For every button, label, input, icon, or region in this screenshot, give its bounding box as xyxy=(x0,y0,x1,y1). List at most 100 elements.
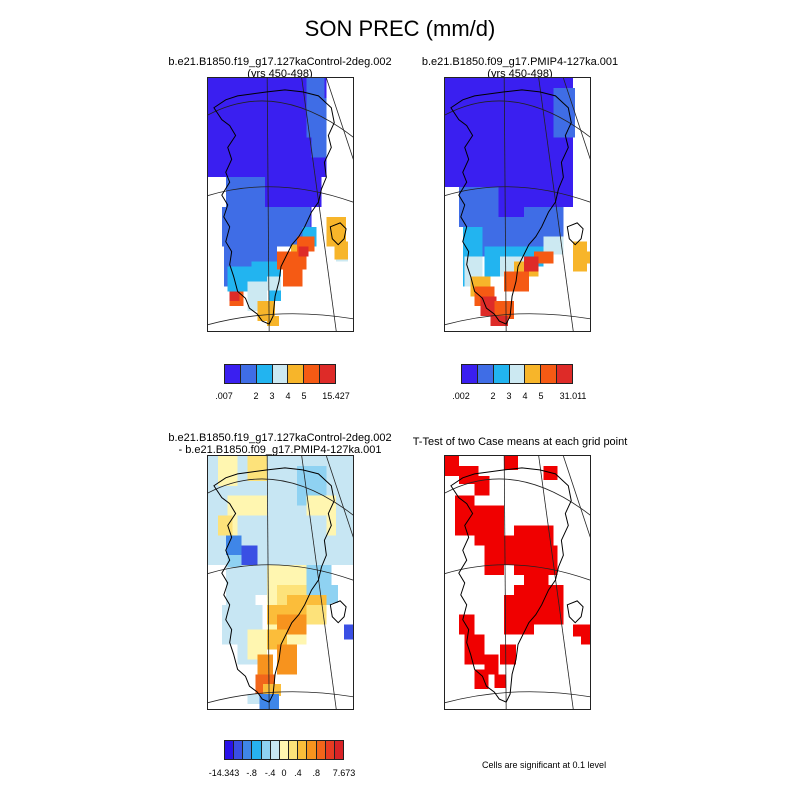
panel2-colorbar xyxy=(461,364,573,384)
panel1-title-line1: b.e21.B1850.f19_g17.127kaControl-2deg.00… xyxy=(168,56,392,68)
colorbar-swatch xyxy=(288,365,305,383)
grid-cell xyxy=(504,535,524,566)
grid-cell xyxy=(277,614,307,635)
grid-cell xyxy=(311,97,327,158)
grid-cell xyxy=(480,296,497,317)
colorbar-label: 0 xyxy=(281,768,287,778)
grid-cell xyxy=(247,456,268,481)
panel1-colorbar xyxy=(224,364,336,384)
grid-cells xyxy=(208,456,353,709)
grid-cell xyxy=(296,515,327,556)
grid-cell xyxy=(494,674,507,689)
map-graticule xyxy=(445,78,590,331)
grid-cell xyxy=(217,456,238,486)
colorbar-swatch xyxy=(289,741,299,759)
colorbar-swatch xyxy=(334,741,344,759)
colorbar-swatch xyxy=(304,365,321,383)
colorbar-swatch xyxy=(225,365,241,383)
colorbar-swatch xyxy=(320,365,336,383)
colorbar-label: .002 xyxy=(452,391,470,401)
grid-cell xyxy=(221,206,291,247)
colorbar-swatch xyxy=(225,741,235,759)
grid-cell xyxy=(553,87,576,138)
colorbar-swatch xyxy=(557,365,573,383)
colorbar-label: -.4 xyxy=(264,768,276,778)
grid-cell xyxy=(474,505,505,546)
grid-cell xyxy=(277,644,297,675)
colorbar-label: -14.343 xyxy=(208,768,240,778)
panel3-title: b.e21.B1850.f19_g17.127kaControl-2deg.00… xyxy=(160,432,400,456)
map-canvas xyxy=(208,456,353,709)
grid-cell xyxy=(581,624,590,645)
grid-cell xyxy=(523,256,539,272)
grid-cell xyxy=(543,545,558,576)
colorbar-swatch xyxy=(325,741,335,759)
grid-cell xyxy=(229,291,240,302)
colorbar-swatch xyxy=(270,741,280,759)
colorbar-swatch xyxy=(252,741,262,759)
grid-cell xyxy=(225,177,266,207)
map-graticule xyxy=(445,456,590,709)
grid-cell xyxy=(247,694,260,705)
colorbar-label: 31.011 xyxy=(559,391,587,401)
colorbar-label: 3 xyxy=(269,391,275,401)
colorbar-label: 15.427 xyxy=(322,391,350,401)
grid-cell xyxy=(464,634,485,665)
grid-cells xyxy=(208,78,349,327)
colorbar-swatch xyxy=(541,365,558,383)
panel4-map xyxy=(444,455,591,710)
panel4-title-line1: T-Test of two Case means at each grid po… xyxy=(412,436,628,448)
colorbar-label: 2 xyxy=(253,391,259,401)
colorbar-swatch xyxy=(525,365,542,383)
map-canvas xyxy=(445,78,590,331)
colorbar-swatch xyxy=(477,365,494,383)
grid-cell xyxy=(504,456,518,470)
grid-cell xyxy=(533,251,554,264)
coastline xyxy=(450,89,584,325)
grid-cell xyxy=(282,266,303,287)
grid-cell xyxy=(458,465,479,484)
panel3-title-line2: - b.e21.B1850.f09_g17.PMIP4-127ka.001 xyxy=(178,444,382,456)
grid-cells xyxy=(445,78,590,327)
grid-cell xyxy=(267,629,287,650)
grid-cell xyxy=(298,246,309,257)
colorbar-label: 3 xyxy=(506,391,512,401)
panel1-map xyxy=(207,77,354,332)
grid-cell xyxy=(306,604,327,625)
colorbar-swatch xyxy=(316,741,326,759)
colorbar-label: 7.673 xyxy=(332,768,356,778)
panel3-colorbar xyxy=(224,740,344,760)
grid-cell xyxy=(241,545,258,566)
grid-cell xyxy=(533,604,564,625)
coastline xyxy=(213,467,347,703)
colorbar-label: 4 xyxy=(285,391,291,401)
colorbar-label: .4 xyxy=(294,768,302,778)
grid-cell xyxy=(225,535,242,556)
grid-cell xyxy=(334,241,349,260)
map-canvas xyxy=(208,78,353,331)
grid-cells xyxy=(445,456,590,690)
colorbar-label: .007 xyxy=(215,391,233,401)
grid-cell xyxy=(583,251,590,264)
grid-cell xyxy=(484,545,505,576)
grid-cell xyxy=(573,241,588,272)
colorbar-label: .8 xyxy=(312,768,321,778)
coastline xyxy=(213,89,347,325)
map-canvas xyxy=(445,456,590,709)
grid-cell xyxy=(344,624,353,640)
colorbar-swatch xyxy=(256,365,273,383)
colorbar-swatch xyxy=(240,365,257,383)
colorbar-label: 5 xyxy=(538,391,544,401)
grid-cell xyxy=(257,654,274,675)
colorbar-swatch xyxy=(298,741,308,759)
colorbar-swatch xyxy=(307,741,317,759)
grid-cell xyxy=(474,669,489,690)
grid-cell xyxy=(263,684,281,697)
significance-note: Cells are significant at 0.1 level xyxy=(482,760,607,770)
colorbar-label: 5 xyxy=(301,391,307,401)
colorbar-swatch xyxy=(493,365,510,383)
colorbar-swatch xyxy=(462,365,478,383)
grid-cell xyxy=(573,624,586,637)
panel2-title-line1: b.e21.B1850.f09_g17.PMIP4-127ka.001 xyxy=(421,56,619,68)
grid-cell xyxy=(474,475,490,496)
